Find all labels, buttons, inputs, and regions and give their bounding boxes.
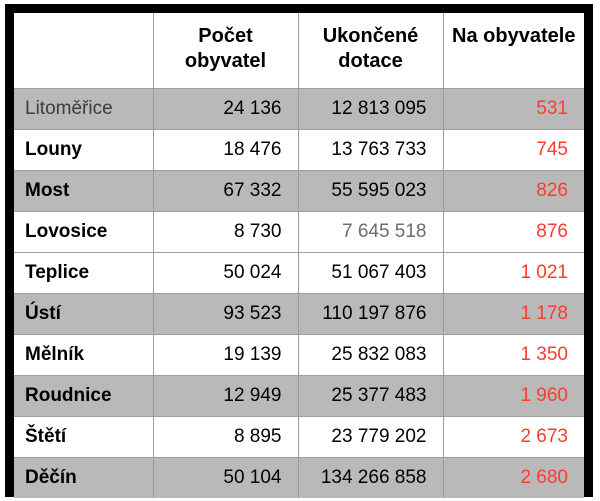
population-cell: 93 523 [152, 293, 298, 335]
city-cell: Most [14, 170, 153, 212]
population-cell: 18 476 [152, 129, 298, 171]
city-cell: Lovosice [14, 211, 153, 253]
grants-cell: 12 813 095 [297, 88, 443, 130]
city-cell: Louny [14, 129, 153, 171]
per-capita-cell: 1 021 [442, 252, 584, 294]
grants-cell: 25 832 083 [297, 334, 443, 376]
city-cell: Děčín [14, 457, 153, 498]
grants-cell: 55 595 023 [297, 170, 443, 212]
city-cell: Roudnice [14, 375, 153, 417]
population-cell: 12 949 [152, 375, 298, 417]
per-capita-cell: 826 [442, 170, 584, 212]
data-table-frame: Počet obyvatel Ukončené dotace Na obyvat… [5, 4, 593, 498]
city-cell: Litoměřice [14, 88, 153, 130]
per-capita-cell: 745 [442, 129, 584, 171]
city-grants-table: Počet obyvatel Ukončené dotace Na obyvat… [14, 13, 584, 498]
population-cell: 50 104 [152, 457, 298, 498]
header-row: Počet obyvatel Ukončené dotace Na obyvat… [14, 13, 584, 89]
grants-cell: 23 779 202 [297, 416, 443, 458]
per-capita-cell: 876 [442, 211, 584, 253]
population-cell: 8 895 [152, 416, 298, 458]
grants-cell: 134 266 858 [297, 457, 443, 498]
table-row: Louny 18 476 13 763 733 745 [14, 129, 584, 171]
per-capita-cell: 1 960 [442, 375, 584, 417]
header-per-capita: Na obyvatele [442, 13, 584, 89]
table-row: Děčín 50 104 134 266 858 2 680 [14, 457, 584, 498]
grants-cell: 13 763 733 [297, 129, 443, 171]
population-cell: 67 332 [152, 170, 298, 212]
per-capita-cell: 2 680 [442, 457, 584, 498]
city-cell: Štětí [14, 416, 153, 458]
header-empty [14, 13, 153, 89]
population-cell: 8 730 [152, 211, 298, 253]
table-row: Ústí 93 523 110 197 876 1 178 [14, 293, 584, 335]
table-row: Roudnice 12 949 25 377 483 1 960 [14, 375, 584, 417]
per-capita-cell: 1 178 [442, 293, 584, 335]
table-row: Lovosice 8 730 7 645 518 876 [14, 211, 584, 253]
table-row: Štětí 8 895 23 779 202 2 673 [14, 416, 584, 458]
city-cell: Teplice [14, 252, 153, 294]
grants-cell: 51 067 403 [297, 252, 443, 294]
table-row: Litoměřice 24 136 12 813 095 531 [14, 88, 584, 130]
city-cell: Ústí [14, 293, 153, 335]
per-capita-cell: 1 350 [442, 334, 584, 376]
table-row: Mělník 19 139 25 832 083 1 350 [14, 334, 584, 376]
table-row: Most 67 332 55 595 023 826 [14, 170, 584, 212]
table-body: Litoměřice 24 136 12 813 095 531 Louny 1… [14, 88, 584, 498]
table-header: Počet obyvatel Ukončené dotace Na obyvat… [14, 13, 584, 89]
population-cell: 50 024 [152, 252, 298, 294]
grants-cell: 110 197 876 [297, 293, 443, 335]
per-capita-cell: 2 673 [442, 416, 584, 458]
population-cell: 24 136 [152, 88, 298, 130]
table-row: Teplice 50 024 51 067 403 1 021 [14, 252, 584, 294]
grants-cell: 7 645 518 [297, 211, 443, 253]
grants-cell: 25 377 483 [297, 375, 443, 417]
header-population: Počet obyvatel [152, 13, 298, 89]
population-cell: 19 139 [152, 334, 298, 376]
header-grants: Ukončené dotace [297, 13, 443, 89]
per-capita-cell: 531 [442, 88, 584, 130]
city-cell: Mělník [14, 334, 153, 376]
